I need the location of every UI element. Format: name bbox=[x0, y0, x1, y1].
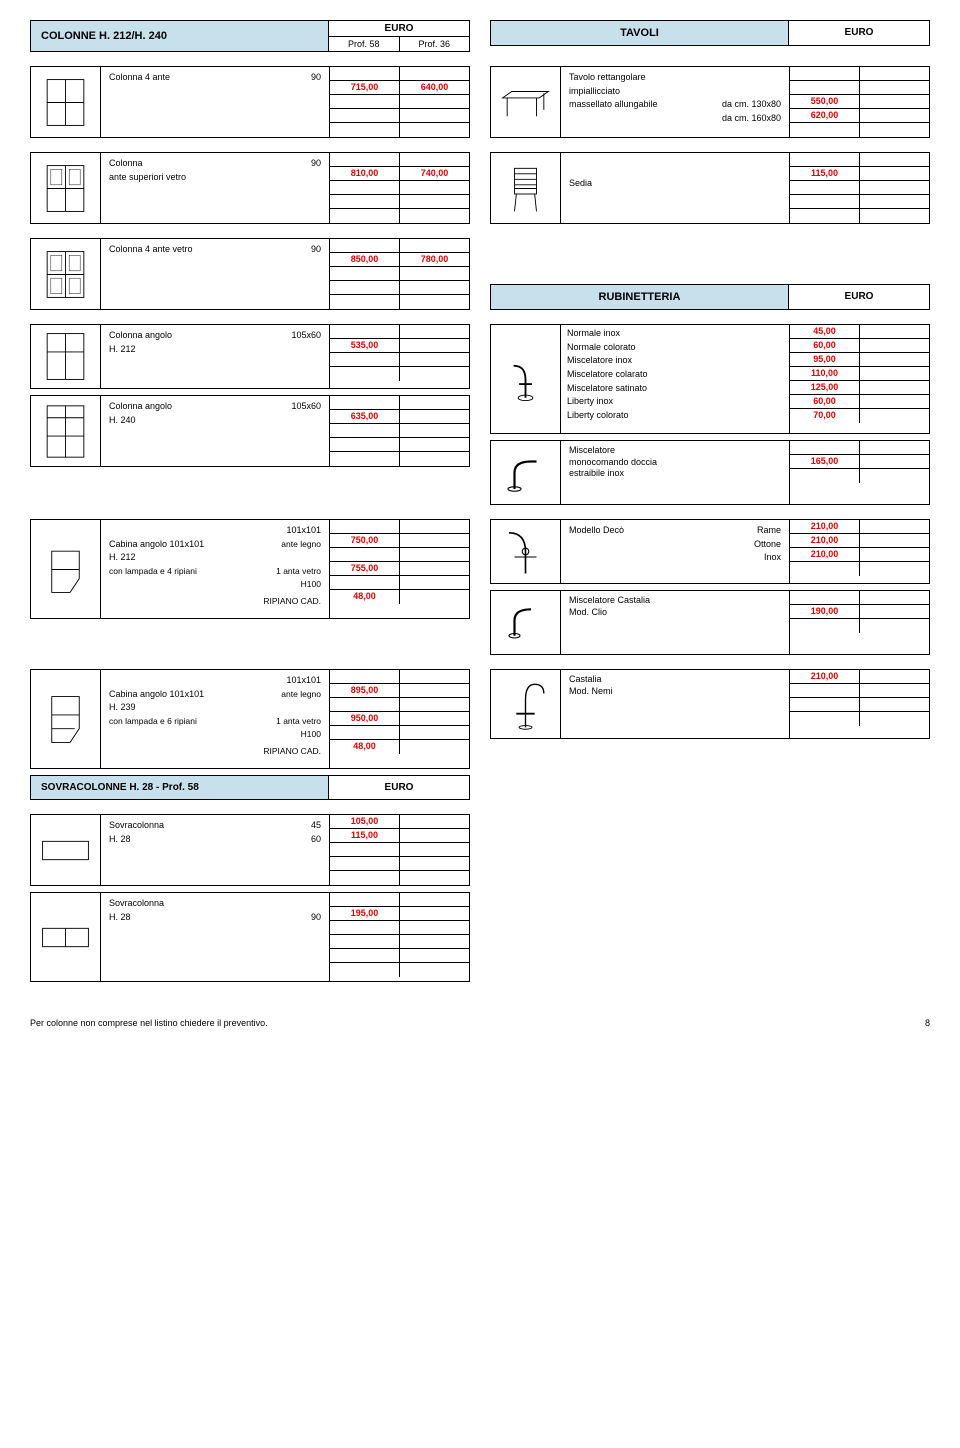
table-icon bbox=[491, 67, 561, 137]
clio-faucet-icon bbox=[491, 591, 561, 654]
item-colonna-angolo-212: Colonna angolo105x60 H. 212 535,00 bbox=[30, 324, 470, 389]
corner-pentagon-icon bbox=[31, 520, 101, 618]
top-cabinet-icon bbox=[31, 815, 101, 885]
corner-cabinet-tall-icon bbox=[31, 396, 101, 466]
item-sovracolonna-1: Sovracolonna45 H. 2860 105,00 115,00 bbox=[30, 814, 470, 886]
nemi-faucet-icon bbox=[491, 670, 561, 738]
item-castalia-nemi: Castalia Mod. Nemi 210,00 bbox=[490, 669, 930, 739]
item-colonna-4-ante: Colonna 4 ante90 715,00640,00 bbox=[30, 66, 470, 138]
cabinet-icon bbox=[31, 67, 101, 137]
item-sovracolonna-2: Sovracolonna H. 2890 195,00 bbox=[30, 892, 470, 982]
item-castalia-clio: Miscelatore Castalia Mod. Clio 190,00 bbox=[490, 590, 930, 655]
item-rubinetteria-list: Normale inoxNormale coloratoMiscelatore … bbox=[490, 324, 930, 434]
header-rubinetteria: RUBINETTERIA EURO bbox=[490, 284, 930, 310]
item-tavolo: Tavolo rettangolare impiallicciato masse… bbox=[490, 66, 930, 138]
deco-faucet-icon bbox=[491, 520, 561, 583]
item-miscelatore-mono: Miscelatore monocomando doccia estraibil… bbox=[490, 440, 930, 505]
footer: Per colonne non comprese nel listino chi… bbox=[30, 1018, 930, 1028]
corner-pentagon-tall-icon bbox=[31, 670, 101, 768]
cabinet-4glass-icon bbox=[31, 239, 101, 309]
item-colonna-angolo-240: Colonna angolo105x60 H. 240 635,00 bbox=[30, 395, 470, 467]
mixer-icon bbox=[491, 441, 561, 504]
cabinet-glass-icon bbox=[31, 153, 101, 223]
chair-icon bbox=[491, 153, 561, 223]
item-colonna-sup-vetro: Colonna90 ante superiori vetro 810,00740… bbox=[30, 152, 470, 224]
header-colonne: COLONNE H. 212/H. 240 EURO Prof. 58 Prof… bbox=[30, 20, 470, 52]
item-cabina-212: 101x101 Cabina angolo 101x101ante legno … bbox=[30, 519, 470, 619]
corner-cabinet-icon bbox=[31, 325, 101, 388]
item-colonna-4-vetro: Colonna 4 ante vetro90 850,00780,00 bbox=[30, 238, 470, 310]
header-tavoli: TAVOLI EURO bbox=[490, 20, 930, 46]
item-cabina-239: 101x101 Cabina angolo 101x101ante legno … bbox=[30, 669, 470, 769]
faucet-icon bbox=[491, 325, 561, 433]
header-sovracolonne: SOVRACOLONNE H. 28 - Prof. 58 EURO bbox=[30, 775, 470, 800]
item-modello-deco: Modello DecòRame Ottone Inox 210,00 210,… bbox=[490, 519, 930, 584]
top-cabinet-2-icon bbox=[31, 893, 101, 981]
header-title: COLONNE H. 212/H. 240 bbox=[31, 21, 329, 51]
item-sedia: Sedia 115,00 bbox=[490, 152, 930, 224]
